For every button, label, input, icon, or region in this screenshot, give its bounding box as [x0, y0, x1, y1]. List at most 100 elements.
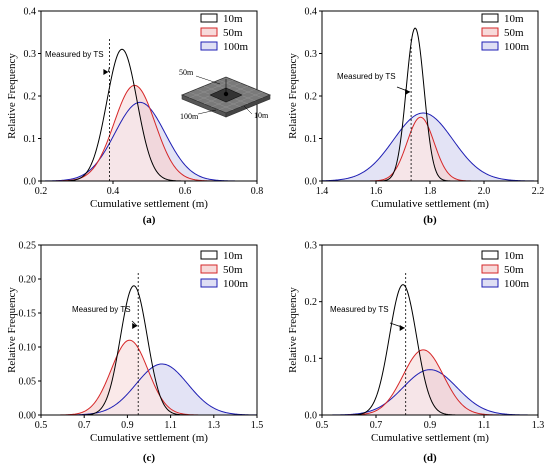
x-tick-label: 1.1 [478, 420, 491, 431]
y-tick-label: 0.20 [19, 275, 37, 286]
y-tick-label: 0.05 [19, 377, 37, 388]
legend-label-100m: 100m [504, 41, 530, 53]
series-fill-50m [41, 85, 257, 181]
inset-leader [243, 105, 253, 115]
panel-label: (b) [423, 214, 437, 226]
y-tick-label: 0.4 [24, 7, 37, 18]
annotation-leader [108, 66, 110, 73]
legend-label-10m: 10m [504, 13, 524, 25]
legend-swatch-50m [200, 27, 218, 37]
legend-swatch-10m [481, 250, 499, 260]
y-tick-label: 0.1 [305, 134, 318, 145]
x-tick-label: 1.4 [316, 186, 329, 197]
legend-swatch-10m [481, 13, 499, 23]
y-tick-label: 0.00 [19, 411, 37, 422]
x-tick-label: 0.9 [121, 420, 134, 431]
axes-frame [40, 244, 258, 416]
y-tick-label: 0.0 [24, 177, 37, 188]
y-tick-label: 0.1 [24, 134, 37, 145]
chart-panel-2: 1.4 1.6 1.8 2.0 2.2 0.0 0.1 0.2 0.3 0.4 Cumulative… [287, 7, 544, 227]
legend-label-10m: 10m [223, 250, 243, 262]
y-axis-label: Relative Frequency [6, 287, 18, 373]
annotation-arrowhead [132, 323, 138, 329]
measured-annotation: Measured by TS [45, 50, 104, 59]
series-line-50m [41, 339, 257, 415]
y-axis-label: Relative Frequency [287, 287, 299, 373]
legend-label-10m: 10m [223, 13, 243, 25]
x-tick-label: 0.7 [370, 420, 383, 431]
inset-leader [197, 109, 217, 115]
legend-swatch-100m [200, 278, 218, 288]
x-tick-label: 1.5 [251, 420, 264, 431]
x-tick-label: 0.7 [78, 420, 91, 431]
plot-area [322, 27, 538, 181]
legend-swatch-50m [481, 27, 499, 37]
y-tick-label: 0.2 [305, 297, 318, 308]
x-tick-label: 1.1 [164, 420, 177, 431]
y-tick-label: 0.25 [19, 241, 37, 252]
series-line-50m [322, 116, 538, 181]
legend-swatch-100m [481, 41, 499, 51]
inset-label-10m: 10m [254, 111, 269, 120]
legend-label-100m: 100m [223, 278, 249, 290]
y-axis-label: Relative Frequency [287, 53, 299, 139]
x-tick-label: 1.8 [424, 186, 437, 197]
annotation-arrowhead [103, 69, 109, 75]
legend-label-100m: 100m [504, 278, 530, 290]
legend-swatch-50m [481, 264, 499, 274]
y-tick-label: 0.3 [305, 49, 318, 60]
y-tick-label: 0.4 [305, 7, 318, 18]
y-tick-label: 0.3 [305, 241, 318, 252]
x-tick-label: 0.2 [35, 186, 48, 197]
legend-label-50m: 50m [504, 264, 524, 276]
inset-label-50m: 50m [179, 68, 194, 77]
inset-grid-line [218, 91, 263, 111]
x-axis-label: Cumulative settlement (m) [371, 198, 489, 210]
inset-leader [195, 75, 221, 85]
x-tick-label: 1.3 [208, 420, 221, 431]
annotation-arrowhead [405, 89, 411, 95]
legend-label-50m: 50m [223, 264, 243, 276]
x-axis-label: Cumulative settlement (m) [90, 198, 208, 210]
x-axis-label: Cumulative settlement (m) [371, 432, 489, 444]
x-tick-label: 0.4 [107, 186, 120, 197]
x-tick-label: 0.9 [424, 420, 437, 431]
x-tick-label: 1.6 [370, 186, 383, 197]
y-tick-label: 0.15 [19, 309, 37, 320]
chart-panel-3: 0.5 0.7 0.9 1.1 1.3 1.5 0.00 0.05 0.10 0.15 0.20 0.… [6, 241, 263, 465]
series-line-100m [322, 369, 538, 415]
legend-label-10m: 10m [504, 250, 524, 262]
series-fill-50m [322, 349, 538, 415]
measured-annotation: Measured by TS [337, 72, 396, 81]
series-line-100m [322, 112, 538, 181]
inset-label-100m: 100m [180, 112, 199, 121]
y-axis-label: Relative Frequency [6, 53, 18, 139]
series-line-10m [41, 48, 257, 181]
series-line-10m [322, 27, 538, 181]
panel-label: (a) [143, 214, 156, 226]
measured-annotation: Measured by TS [330, 305, 389, 314]
x-tick-label: 0.8 [251, 186, 264, 197]
y-tick-label: 0.3 [24, 49, 37, 60]
inset-center-point [223, 91, 229, 97]
y-tick-label: 0.2 [305, 92, 318, 103]
inset-schematic: 50m 100m 10m [179, 68, 272, 121]
series-fill-50m [41, 340, 257, 415]
y-tick-label: 0.0 [305, 411, 318, 422]
legend-swatch-10m [200, 13, 218, 23]
legend-swatch-100m [200, 41, 218, 51]
y-tick-label: 0.10 [19, 343, 37, 354]
series-fill-10m [41, 285, 257, 415]
x-tick-label: 2.2 [532, 186, 545, 197]
x-tick-label: 0.5 [35, 420, 48, 431]
annotation-arrowhead [399, 325, 405, 331]
chart-panel-4: 0.5 0.7 0.9 1.1 1.3 0.0 0.1 0.2 0.3 Cumulative se… [287, 241, 544, 465]
legend-label-100m: 100m [223, 41, 249, 53]
x-axis-label: Cumulative settlement (m) [90, 432, 208, 444]
annotation-leader [131, 320, 138, 327]
legend-swatch-100m [481, 278, 499, 288]
legend-label-50m: 50m [223, 27, 243, 39]
legend-swatch-10m [200, 250, 218, 260]
